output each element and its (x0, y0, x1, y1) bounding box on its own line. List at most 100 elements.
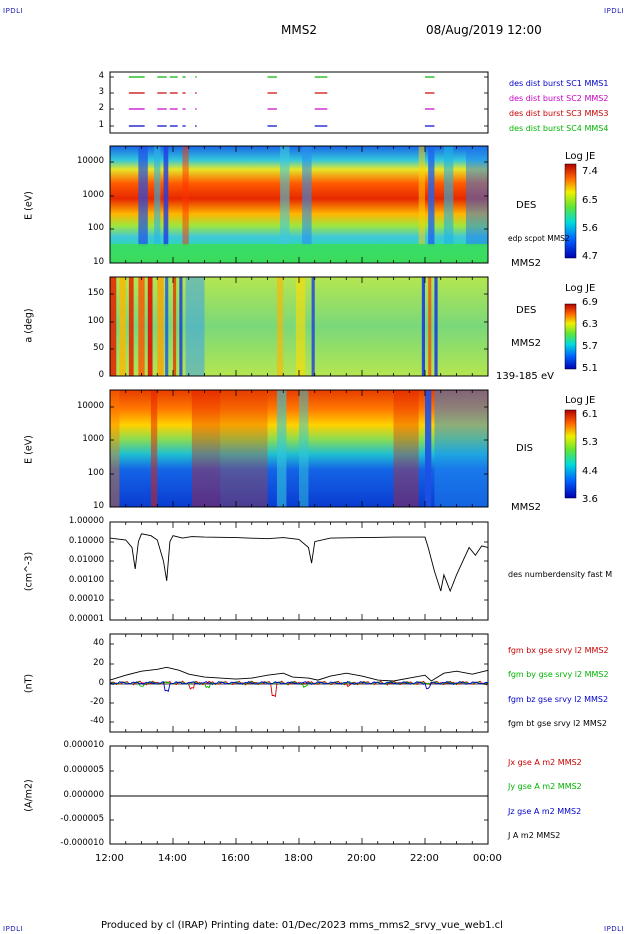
bfield-ylabel: (nT) (23, 673, 35, 694)
pitch-angle-spectrogram (109, 276, 489, 377)
density-line (109, 533, 489, 593)
current-ytick: 0.000005 (63, 765, 104, 775)
spectrogram-band (128, 277, 134, 376)
spectrogram-band (311, 277, 315, 376)
corner-label-tl: IPDLI (3, 7, 24, 15)
current-ylabel: (A/m2) (23, 779, 35, 812)
corner-label-bl: IPDLI (3, 925, 24, 933)
density-ytick: 0.00100 (68, 575, 104, 585)
spectrogram-band (220, 390, 268, 507)
spectrogram-band (110, 390, 120, 507)
pitch-cbar-tick-4: 5.1 (582, 363, 598, 374)
corner-label-tr: IPDLI (604, 7, 625, 15)
ispec-cbar-tick-3: 4.4 (582, 466, 598, 477)
pitch-angle-colorbar (564, 303, 577, 370)
spacecraft-title: MMS2 (281, 23, 317, 37)
xaxis-tick-label: 14:00 (158, 853, 187, 864)
bfield-panel (109, 633, 489, 733)
spectrogram-band (428, 146, 435, 246)
current-legend-jz: Jz gse A m2 MMS2 (508, 807, 582, 816)
pitch-ytick: 0 (98, 370, 104, 380)
bfield-ytick: 20 (93, 658, 104, 668)
current-legend-j: J A m2 MMS2 (508, 831, 561, 840)
spectrogram-band (393, 390, 419, 507)
spectrogram-band (154, 146, 161, 246)
ispec-cbar-title: Log JE (565, 395, 596, 406)
ion-energy-colorbar (564, 409, 577, 499)
pitch-mid-label: MMS2 (511, 338, 541, 349)
burst-panel (109, 71, 489, 134)
pitch-cbar-tick-1: 6.9 (582, 297, 598, 308)
spectrogram-band (191, 390, 221, 507)
ispec-cbar-tick-2: 5.3 (582, 437, 598, 448)
bt-line (109, 666, 489, 682)
xaxis-tick-label: 16:00 (221, 853, 250, 864)
spectrogram-band (299, 390, 309, 507)
spectrogram-band (418, 146, 425, 246)
bfield-ytick: -40 (90, 716, 104, 726)
spectrogram-band (421, 277, 425, 376)
pitch-ytick: 150 (87, 288, 104, 298)
spectrogram-band (425, 390, 432, 507)
espec-overlay-label: edp scpot MMS2 (508, 234, 570, 243)
pitch-right-label: DES (516, 305, 537, 316)
espec-bottom-label: MMS2 (511, 258, 541, 269)
spectrogram-band (147, 277, 153, 376)
xaxis-tick-label: 00:00 (473, 853, 502, 864)
spectrogram-band (434, 390, 488, 507)
spectrogram-band (119, 277, 126, 376)
burst-ytick: 2 (98, 103, 104, 113)
bfield-legend-bt: fgm bt gse srvy l2 MMS2 (508, 719, 607, 728)
espec-cbar-tick-4: 4.7 (582, 251, 598, 262)
density-legend: des numberdensity fast M (508, 570, 613, 579)
burst-legend-2: des dist burst SC2 MMS2 (509, 94, 609, 103)
burst-ytick: 3 (98, 87, 104, 97)
ispec-ytick: 100 (87, 468, 104, 478)
spectrogram-band (157, 277, 164, 376)
pitch-ytick: 100 (87, 316, 104, 326)
bfield-ytick: 40 (93, 638, 104, 648)
burst-legend-4: des dist burst SC4 MMS4 (509, 124, 609, 133)
current-ytick: 0.000000 (63, 790, 104, 800)
ispec-bottom-label: MMS2 (511, 502, 541, 513)
ispec-ylabel: E (eV) (23, 435, 35, 464)
bz-line (109, 681, 489, 693)
ispec-ytick: 1000 (82, 434, 104, 444)
spectrogram-band (179, 277, 183, 376)
burst-ytick: 4 (98, 71, 104, 81)
spectrogram-band (185, 277, 205, 376)
espec-ytick: 100 (87, 223, 104, 233)
pitch-cbar-tick-2: 6.3 (582, 319, 598, 330)
datetime-title: 08/Aug/2019 12:00 (426, 23, 542, 37)
xaxis-tick-label: 12:00 (95, 853, 124, 864)
espec-ylabel: E (eV) (23, 191, 35, 220)
pitch-cbar-title: Log JE (565, 283, 596, 294)
burst-legend-1: des dist burst SC1 MMS1 (509, 79, 609, 88)
density-ylabel: (cm^-3) (23, 551, 35, 592)
bfield-legend-by: fgm by gse srvy l2 MMS2 (508, 670, 609, 679)
density-ytick: 0.00010 (68, 594, 104, 604)
espec-right-label: DES (516, 200, 537, 211)
ispec-cbar-tick-4: 3.6 (582, 494, 598, 505)
density-ytick: 1.00000 (68, 516, 104, 526)
spectrogram-band (295, 277, 306, 376)
espec-cbar-tick-2: 6.5 (582, 195, 598, 206)
spectrogram-band (138, 277, 145, 376)
spectrogram-band (465, 146, 488, 246)
pitch-ytick: 50 (93, 343, 104, 353)
current-legend-jy: Jy gse A m2 MMS2 (508, 782, 582, 791)
electron-energy-colorbar (564, 163, 577, 259)
xaxis-tick-label: 22:00 (410, 853, 439, 864)
current-ytick: -0.000010 (60, 838, 104, 848)
spectrogram-band (280, 146, 290, 246)
espec-ytick: 10000 (76, 156, 104, 166)
espec-ytick: 1000 (82, 190, 104, 200)
spectrogram-band (428, 277, 432, 376)
ispec-ytick: 10 (93, 501, 104, 511)
current-ytick: 0.000010 (63, 740, 104, 750)
espec-cbar-tick-3: 5.6 (582, 223, 598, 234)
espec-ytick: 10 (93, 257, 104, 267)
burst-legend-3: des dist burst SC3 MMS3 (509, 109, 609, 118)
corner-label-br: IPDLI (604, 925, 625, 933)
current-ytick: -0.000005 (60, 814, 104, 824)
